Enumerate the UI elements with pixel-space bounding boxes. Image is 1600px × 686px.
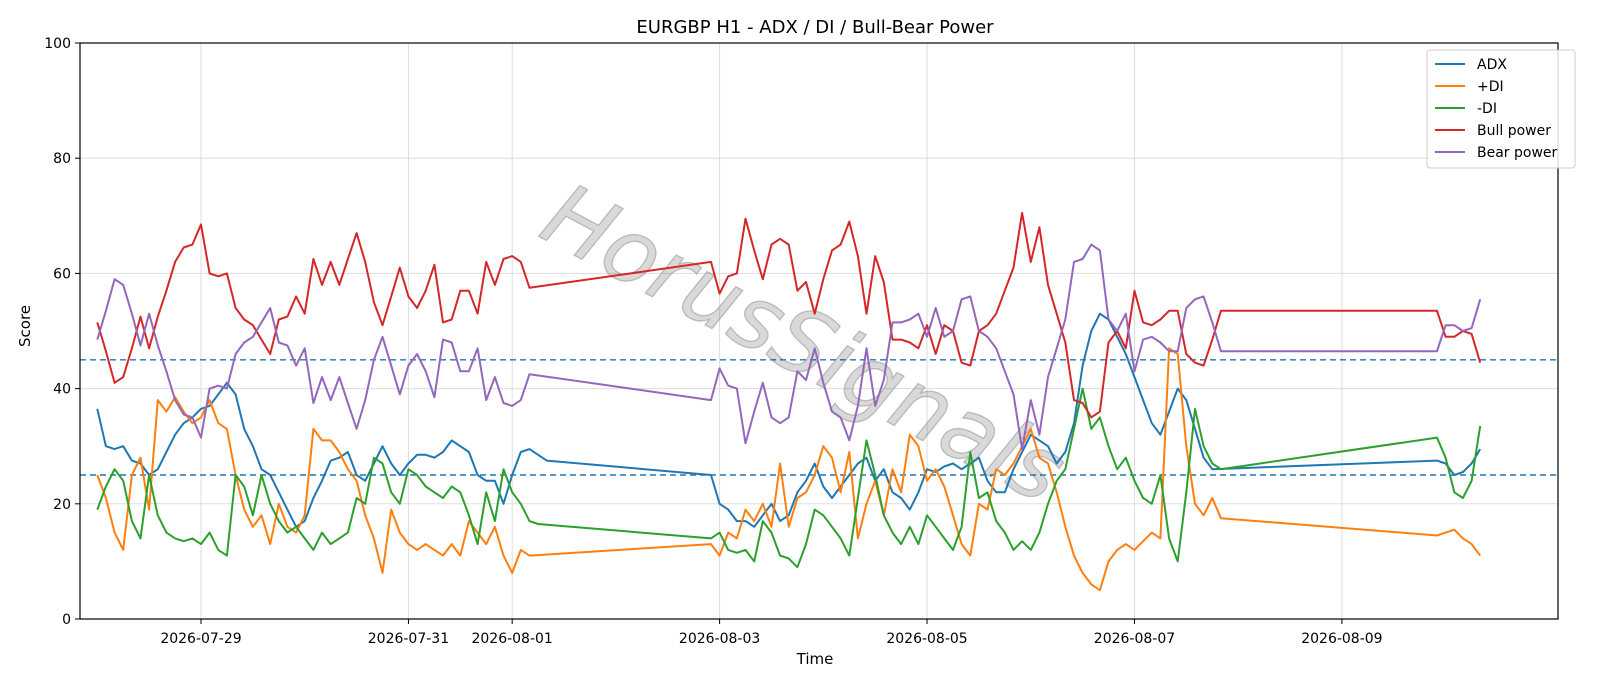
x-tick-label: 2026-08-01 xyxy=(471,631,552,647)
series-group xyxy=(96,211,1482,592)
legend-label: Bull power xyxy=(1477,123,1551,139)
series-line-bull-power xyxy=(96,211,1482,419)
series-line-plusminus-di xyxy=(96,347,1482,592)
legend-box xyxy=(1426,49,1576,169)
x-axis-ticks: 2026-07-29 2026-07-31 2026-08-01 2026-08-03… xyxy=(160,619,1383,647)
legend-label: +DI xyxy=(1477,79,1504,95)
y-axis-label: Score xyxy=(16,305,34,347)
legend-label: ADX xyxy=(1477,57,1507,73)
y-tick-label: 0 xyxy=(62,612,71,628)
x-tick-label: 2026-07-31 xyxy=(368,631,449,647)
series-line-bear-power xyxy=(96,243,1482,451)
x-tick-label: 2026-08-07 xyxy=(1094,631,1175,647)
y-axis-ticks: 0 20 40 60 80 100 xyxy=(44,36,80,628)
series-line-minus-di xyxy=(96,387,1482,569)
x-tick-label: 2026-08-09 xyxy=(1301,631,1382,647)
y-tick-label: 100 xyxy=(44,36,71,52)
y-tick-label: 80 xyxy=(53,151,71,167)
reference-lines xyxy=(80,359,1558,476)
legend-label: -DI xyxy=(1477,101,1497,117)
x-tick-label: 2026-07-29 xyxy=(160,631,241,647)
series-line-adx xyxy=(96,312,1482,528)
legend-label: Bear power xyxy=(1477,145,1558,161)
y-tick-label: 60 xyxy=(53,266,71,282)
x-axis-label: Time xyxy=(796,650,834,668)
legend: ADX +DI -DI Bull power Bear power xyxy=(1426,49,1576,169)
plot-frame xyxy=(79,42,1559,620)
x-tick-label: 2026-08-05 xyxy=(886,631,967,647)
chart-title: EURGBP H1 - ADX / DI / Bull-Bear Power xyxy=(636,17,994,38)
y-tick-label: 40 xyxy=(53,382,71,398)
x-tick-label: 2026-08-03 xyxy=(679,631,760,647)
y-tick-label: 20 xyxy=(53,497,71,513)
